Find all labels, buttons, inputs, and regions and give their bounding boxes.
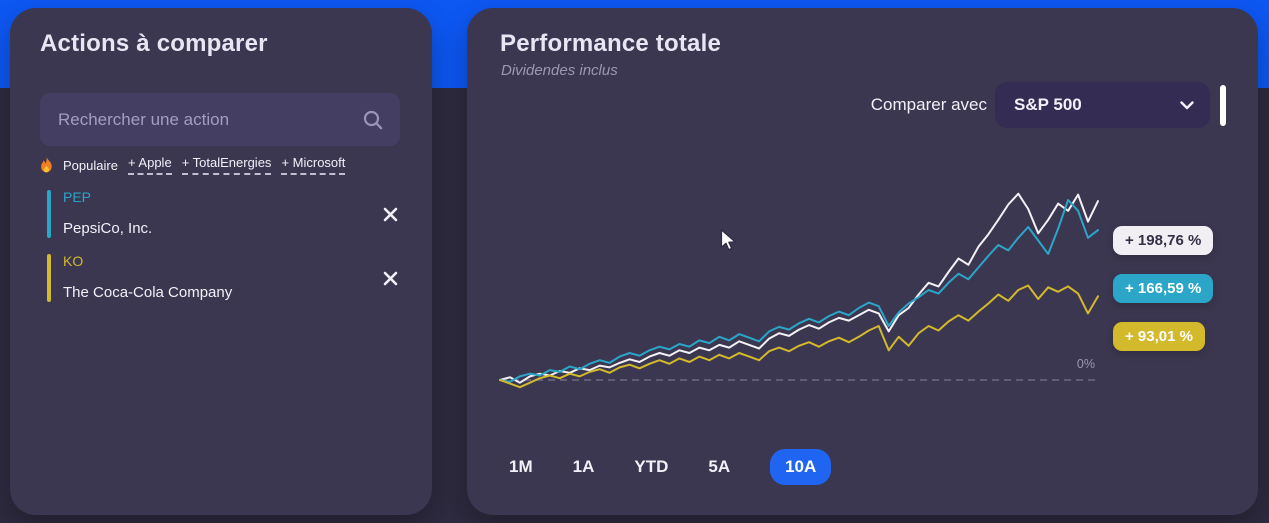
stock-color-bar <box>47 190 51 238</box>
remove-stock-button[interactable] <box>377 201 403 227</box>
stock-row-ko: KO The Coca-Cola Company <box>40 252 405 304</box>
search-icon <box>363 110 383 129</box>
search-input[interactable] <box>40 93 362 146</box>
performance-badge-sp500: + 198,76 % <box>1113 226 1214 255</box>
compare-select[interactable]: S&P 500 <box>995 82 1210 128</box>
performance-chart[interactable] <box>497 165 1103 395</box>
chart-subtitle: Dividendes inclus <box>501 62 618 79</box>
stock-name: The Coca-Cola Company <box>63 284 233 301</box>
scrollbar-thumb[interactable] <box>1220 85 1226 126</box>
stock-color-bar <box>47 254 51 302</box>
range-button-1a[interactable]: 1A <box>572 457 595 476</box>
compare-stocks-panel: Actions à comparer Populaire + Apple + T… <box>10 8 432 515</box>
popular-suggestions: Populaire + Apple + TotalEnergies + Micr… <box>40 155 346 175</box>
suggestion-chip-totalenergies[interactable]: + TotalEnergies <box>181 155 272 175</box>
chart-line-pep <box>499 199 1099 383</box>
panel-title: Actions à comparer <box>40 30 268 57</box>
performance-badge-ko: + 93,01 % <box>1113 322 1205 351</box>
range-button-5a[interactable]: 5A <box>708 457 731 476</box>
suggestion-chip-apple[interactable]: + Apple <box>127 155 172 175</box>
range-button-ytd[interactable]: YTD <box>634 457 669 476</box>
close-x-icon <box>383 271 397 285</box>
chart-title: Performance totale <box>500 30 722 57</box>
popular-label: Populaire <box>63 157 118 173</box>
stock-ticker: KO <box>63 253 84 269</box>
performance-badge-pep: + 166,59 % <box>1113 274 1214 303</box>
time-range-selector: 1M 1A YTD 5A 10A <box>509 449 832 485</box>
search-box[interactable] <box>40 93 400 146</box>
zero-baseline-label: 0% <box>1076 357 1095 371</box>
range-button-1m[interactable]: 1M <box>509 457 533 476</box>
performance-panel: Performance totale Dividendes inclus Com… <box>467 8 1258 515</box>
suggestion-chip-microsoft[interactable]: + Microsoft <box>281 155 346 175</box>
remove-stock-button[interactable] <box>377 265 403 291</box>
compare-select-value: S&P 500 <box>1014 95 1082 114</box>
stock-ticker: PEP <box>63 189 92 205</box>
close-x-icon <box>383 207 397 221</box>
stock-name: PepsiCo, Inc. <box>63 220 153 237</box>
compare-with-label: Comparer avec <box>870 95 987 114</box>
range-button-10a[interactable]: 10A <box>770 449 832 485</box>
flame-icon <box>41 157 52 173</box>
stock-row-pep: PEP PepsiCo, Inc. <box>40 188 405 240</box>
chart-line-sp500 <box>499 192 1099 384</box>
chevron-down-icon <box>1180 100 1194 109</box>
chart-line-ko <box>499 284 1099 389</box>
